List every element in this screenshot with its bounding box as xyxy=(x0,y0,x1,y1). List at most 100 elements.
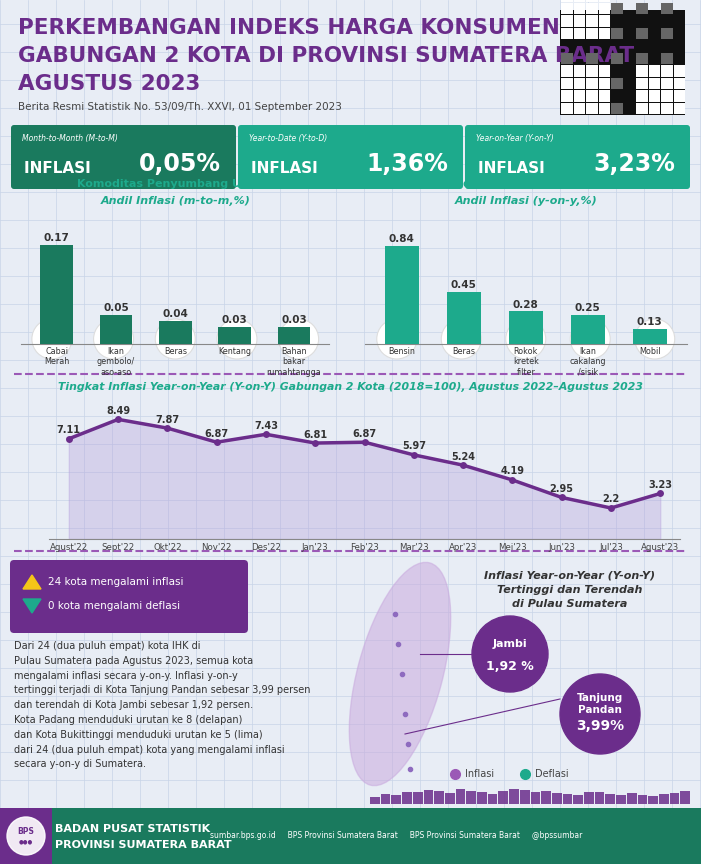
Bar xyxy=(606,794,615,804)
Bar xyxy=(586,78,597,89)
Circle shape xyxy=(560,674,640,754)
Bar xyxy=(385,246,418,344)
Text: Andil Inflasi (y-on-y,%): Andil Inflasi (y-on-y,%) xyxy=(454,196,597,206)
Bar xyxy=(413,792,423,804)
Bar xyxy=(573,3,585,14)
Bar xyxy=(636,103,648,114)
Bar xyxy=(563,794,572,804)
Text: Inflasi: Inflasi xyxy=(465,769,494,779)
Bar xyxy=(509,311,543,344)
Bar xyxy=(659,794,669,804)
Bar xyxy=(616,796,626,804)
Bar xyxy=(599,65,610,77)
Bar xyxy=(611,28,622,39)
Bar xyxy=(636,28,648,39)
Circle shape xyxy=(8,816,48,856)
Text: 0.04: 0.04 xyxy=(163,309,188,319)
Text: 0.13: 0.13 xyxy=(637,317,662,327)
Bar xyxy=(669,793,679,804)
Bar xyxy=(648,90,660,101)
Bar xyxy=(661,78,672,89)
Bar xyxy=(586,3,597,14)
Bar xyxy=(648,103,660,114)
Bar xyxy=(561,15,573,27)
Circle shape xyxy=(634,319,675,359)
Text: BPS: BPS xyxy=(19,831,37,841)
Text: 0.25: 0.25 xyxy=(575,303,601,313)
Bar xyxy=(586,15,597,27)
Circle shape xyxy=(472,616,548,692)
Text: ●●●: ●●● xyxy=(19,840,33,844)
Bar xyxy=(611,53,622,64)
Bar xyxy=(674,103,685,114)
Bar xyxy=(573,15,585,27)
Bar xyxy=(586,65,597,77)
Bar xyxy=(159,321,191,344)
FancyBboxPatch shape xyxy=(238,125,463,189)
Bar xyxy=(466,791,476,804)
Text: 0.05: 0.05 xyxy=(103,303,129,313)
Bar xyxy=(599,28,610,39)
Circle shape xyxy=(376,319,417,359)
Text: INFLASI: INFLASI xyxy=(251,161,328,176)
Bar xyxy=(599,15,610,27)
Bar xyxy=(573,28,585,39)
Circle shape xyxy=(570,319,611,359)
Bar xyxy=(278,327,311,344)
Bar xyxy=(531,792,540,804)
Bar xyxy=(391,796,401,804)
Text: Tanjung
Pandan: Tanjung Pandan xyxy=(577,693,623,715)
Bar xyxy=(573,0,585,2)
Text: 0.84: 0.84 xyxy=(389,234,415,245)
Bar xyxy=(599,103,610,114)
Ellipse shape xyxy=(349,562,451,785)
Circle shape xyxy=(32,319,72,359)
Circle shape xyxy=(505,319,546,359)
Bar xyxy=(573,90,585,101)
Bar xyxy=(218,327,251,344)
Bar xyxy=(561,65,573,77)
Text: AGUSTUS 2023: AGUSTUS 2023 xyxy=(18,74,200,94)
Bar xyxy=(561,103,573,114)
Text: Berita Resmi Statistik No. 53/09/Th. XXVI, 01 September 2023: Berita Resmi Statistik No. 53/09/Th. XXV… xyxy=(18,102,342,112)
Text: 6.87: 6.87 xyxy=(205,429,229,439)
Bar xyxy=(599,90,610,101)
Bar xyxy=(636,78,648,89)
Bar xyxy=(586,103,597,114)
Bar xyxy=(561,78,573,89)
Text: 0 kota mengalami deflasi: 0 kota mengalami deflasi xyxy=(48,601,180,611)
Bar xyxy=(447,291,481,344)
Text: 0.17: 0.17 xyxy=(43,233,69,243)
Bar xyxy=(561,90,573,101)
Bar xyxy=(674,90,685,101)
Bar xyxy=(477,792,486,804)
Circle shape xyxy=(7,817,45,855)
Circle shape xyxy=(441,319,482,359)
Bar xyxy=(0,808,52,864)
Bar xyxy=(381,794,390,804)
Text: 2.95: 2.95 xyxy=(550,484,573,494)
Bar xyxy=(611,78,622,89)
Bar xyxy=(648,797,658,804)
Bar xyxy=(648,65,660,77)
Bar xyxy=(680,791,690,804)
Text: 6.87: 6.87 xyxy=(353,429,376,439)
Bar xyxy=(456,789,465,804)
Bar xyxy=(509,789,519,804)
Text: BPS: BPS xyxy=(18,827,34,835)
Bar xyxy=(674,78,685,89)
Text: 8.49: 8.49 xyxy=(106,406,130,416)
Text: 7.43: 7.43 xyxy=(254,421,278,431)
Bar xyxy=(573,78,585,89)
FancyBboxPatch shape xyxy=(11,125,236,189)
Bar xyxy=(571,314,605,344)
Text: Komoditas Penyumbang Utama: Komoditas Penyumbang Utama xyxy=(77,179,273,189)
Polygon shape xyxy=(23,575,41,589)
Text: 5.97: 5.97 xyxy=(402,442,426,451)
Text: INFLASI: INFLASI xyxy=(24,161,96,176)
Text: PERKEMBANGAN INDEKS HARGA KONSUMEN: PERKEMBANGAN INDEKS HARGA KONSUMEN xyxy=(18,18,560,38)
Bar xyxy=(561,3,573,14)
Bar xyxy=(636,53,648,64)
Bar xyxy=(611,103,622,114)
Text: Deflasi: Deflasi xyxy=(535,769,569,779)
